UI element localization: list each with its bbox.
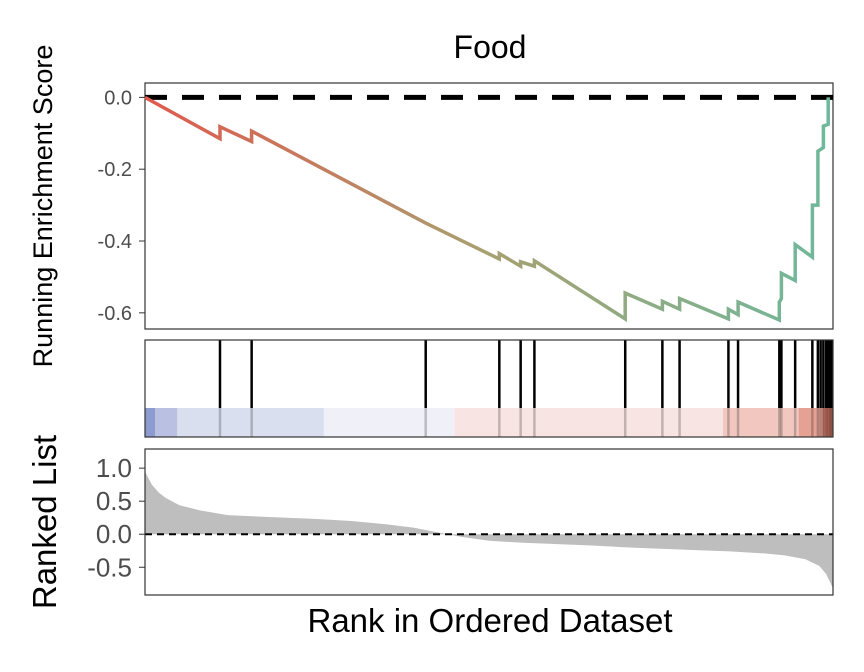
x-axis-label: Rank in Ordered Dataset: [307, 602, 672, 639]
gene-hits-frame: [144, 339, 834, 438]
rank-color-band: [155, 408, 178, 437]
ranked-list-y-axis-label: Ranked List: [26, 435, 63, 609]
rank-color-band: [177, 408, 324, 437]
rank-color-band: [454, 408, 723, 437]
ranked-tick-label: 0.5: [96, 486, 132, 516]
rank-color-band: [798, 408, 823, 437]
rank-color-band: [323, 408, 455, 437]
ranked-tick-label: 0.0: [96, 519, 132, 549]
ranked-list-panel: 1.00.50.0-0.5: [87, 448, 834, 596]
enrichment-score-frame: [144, 82, 834, 330]
es-tick-label: 0.0: [104, 87, 132, 109]
es-tick-label: -0.2: [98, 159, 132, 181]
enrichment-score-panel: 0.0 -0.2 -0.4 -0.6: [98, 82, 834, 330]
ranked-tick-label: -0.5: [87, 552, 132, 582]
chart-title: Food: [454, 29, 527, 65]
enrichment-y-axis-label: Running Enrichment Score: [28, 45, 58, 368]
ranked-tick-label: 1.0: [96, 453, 132, 483]
ranked-list-area: [145, 471, 833, 589]
rank-color-band: [145, 408, 156, 437]
gene-hits-panel: [144, 339, 834, 438]
ranked-list-frame: [144, 448, 834, 596]
rank-color-band: [822, 408, 833, 437]
es-tick-label: -0.6: [98, 303, 132, 325]
enrichment-score-line: [144, 95, 830, 323]
rank-color-band: [722, 408, 799, 437]
es-tick-label: -0.4: [98, 231, 132, 253]
